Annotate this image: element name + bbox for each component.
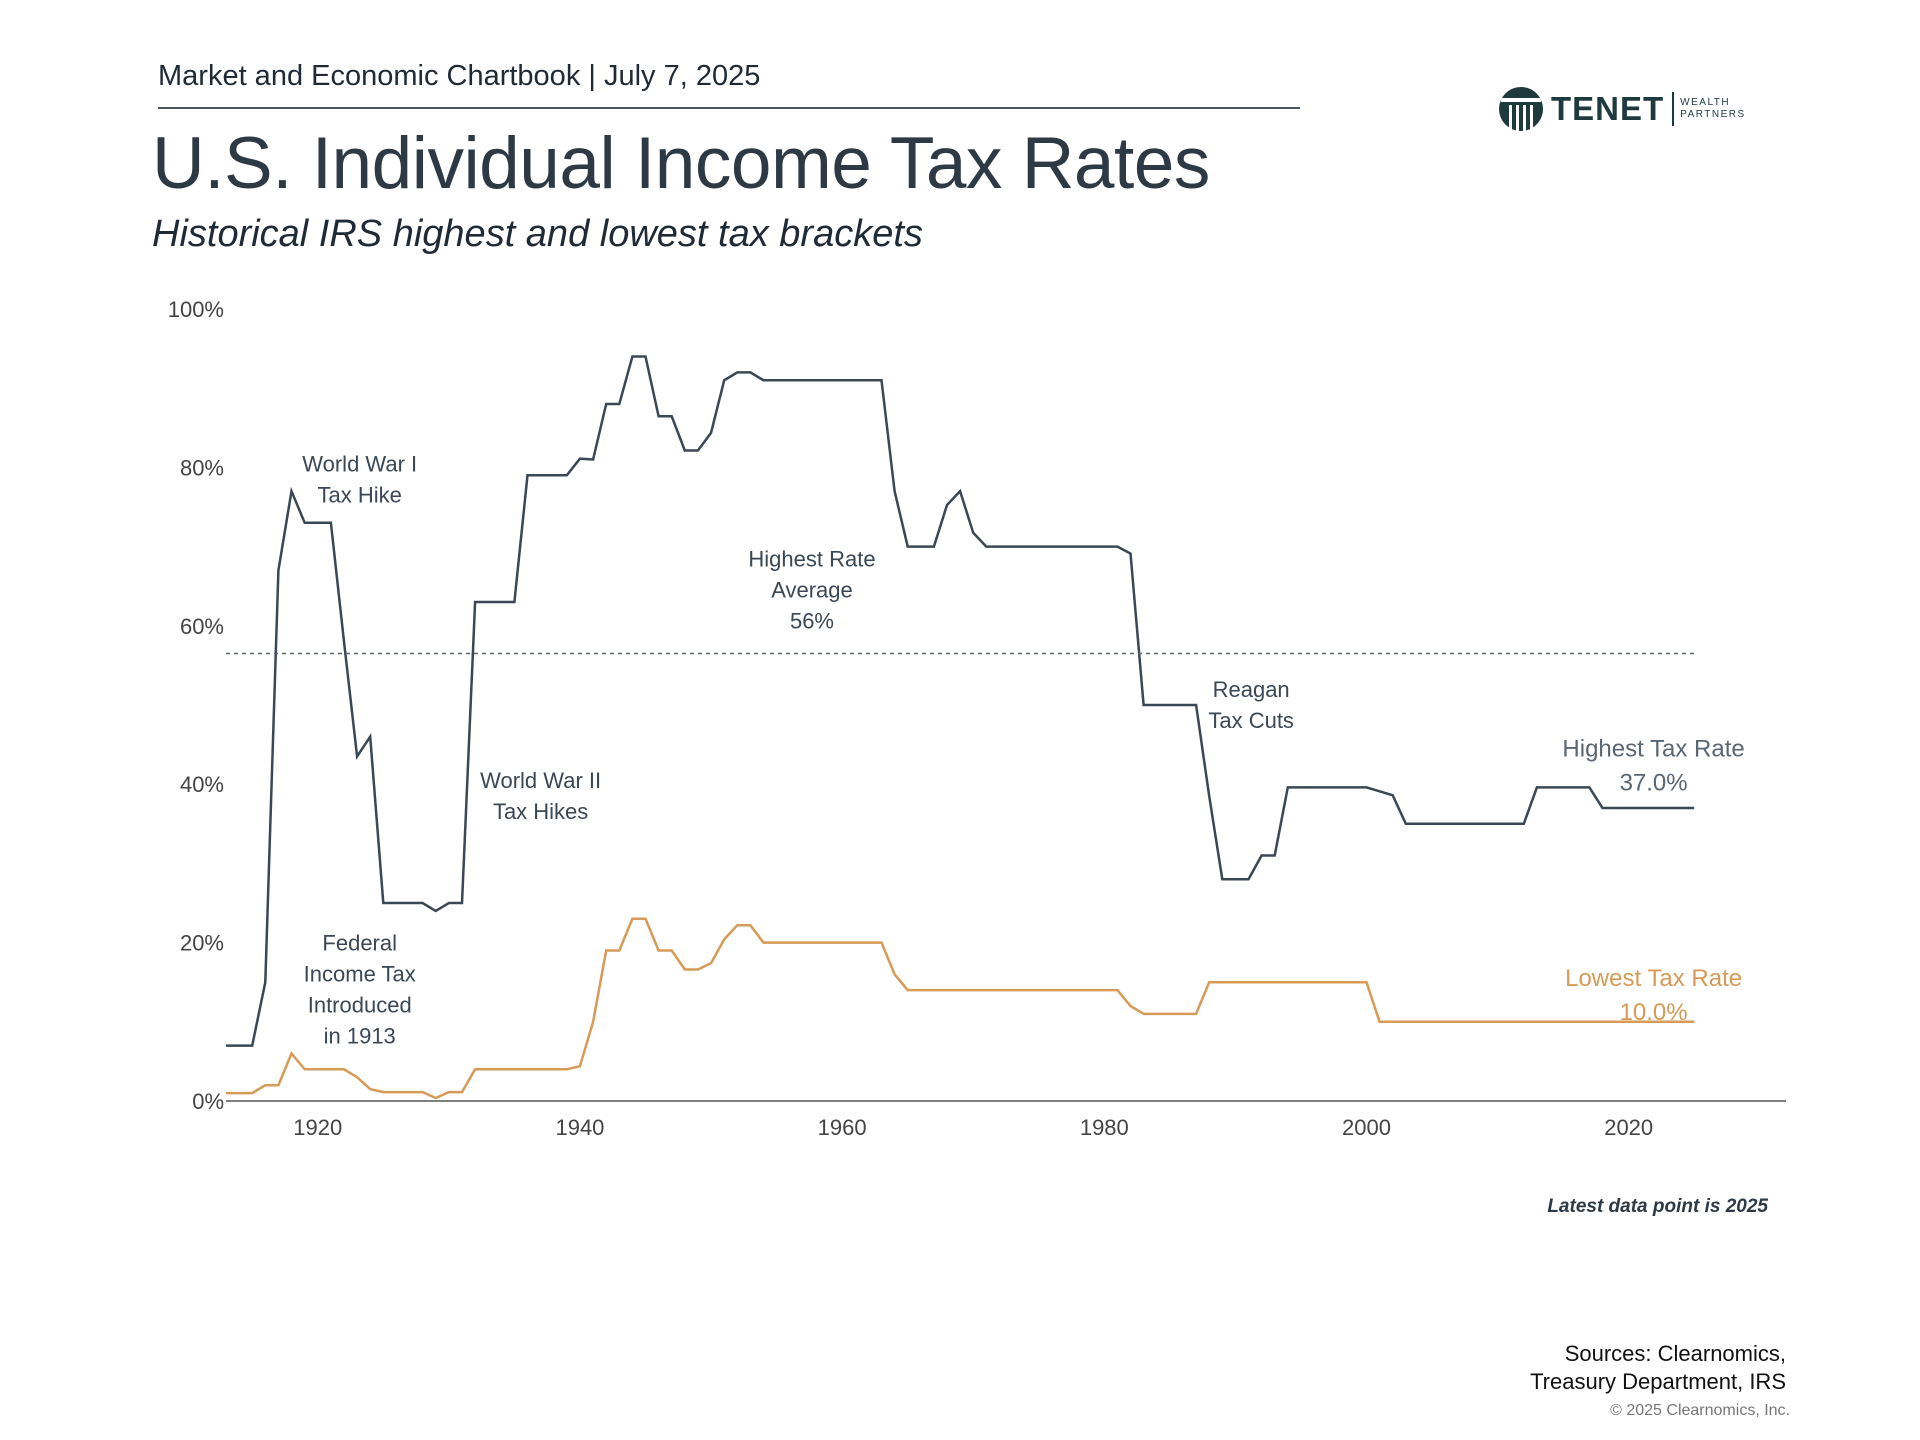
y-tick-label: 40% [180, 772, 224, 797]
annotation-line: Income Tax [304, 962, 416, 987]
x-tick-label: 2000 [1342, 1115, 1391, 1140]
annotation-line: Lowest Tax Rate [1565, 965, 1742, 992]
annotation-line: 56% [790, 608, 834, 633]
logo-sub-line-2: PARTNERS [1680, 109, 1746, 120]
annotation-ww1: World War I Tax Hike [302, 451, 417, 507]
page-subtitle: Historical IRS highest and lowest tax br… [152, 213, 923, 255]
annotation-line: 37.0% [1620, 769, 1688, 796]
annotation-line: Federal [322, 931, 397, 956]
x-tick-label: 1960 [818, 1115, 867, 1140]
page-title: U.S. Individual Income Tax Rates [152, 123, 1210, 204]
logo-divider [1672, 92, 1675, 126]
chartbook-header: Market and Economic Chartbook | July 7, … [158, 60, 761, 92]
annotation-avg: Highest Rate Average 56% [748, 546, 875, 633]
tenet-logo: TENET WEALTH PARTNERS [1497, 84, 1767, 134]
logo-wordmark: TENET [1551, 90, 1665, 127]
logo-subtext: WEALTH PARTNERS [1680, 97, 1746, 121]
annotation-high_label: Highest Tax Rate 37.0% [1562, 735, 1744, 796]
annotation-line: World War II [480, 768, 601, 793]
x-tick-label: 2020 [1604, 1115, 1653, 1140]
tenet-logo-icon [1499, 87, 1543, 131]
sources-line-1: Sources: Clearnomics, [1564, 1341, 1786, 1366]
logo-sub-line-1: WEALTH [1680, 97, 1731, 108]
annotation-line: in 1913 [324, 1024, 396, 1049]
annotation-line: Tax Hike [318, 482, 402, 507]
annotation-line: Introduced [308, 993, 412, 1018]
x-tick-label: 1920 [293, 1115, 342, 1140]
annotation-fed: Federal Income Tax Introduced in 1913 [304, 931, 416, 1049]
sources-line-2: Treasury Department, IRS [1530, 1369, 1786, 1394]
series-line-highest-tax-rate [226, 355, 1695, 1047]
annotation-line: Tax Cuts [1208, 708, 1294, 733]
y-tick-label: 80% [180, 455, 224, 480]
x-tick-label: 1980 [1080, 1115, 1129, 1140]
latest-data-note: Latest data point is 2025 [1547, 1196, 1768, 1217]
header-divider [158, 107, 1300, 109]
annotation-line: Average [771, 577, 853, 602]
annotation-line: Reagan [1213, 677, 1290, 702]
y-tick-label: 60% [180, 614, 224, 639]
annotation-line: Highest Rate [748, 546, 875, 571]
annotation-ww2: World War II Tax Hikes [480, 768, 601, 824]
y-tick-label: 100% [168, 297, 224, 322]
sources: Sources: Clearnomics, Treasury Departmen… [1530, 1340, 1786, 1396]
annotation-line: Tax Hikes [493, 799, 588, 824]
annotation-line: World War I [302, 451, 417, 476]
copyright: © 2025 Clearnomics, Inc. [1610, 1402, 1790, 1419]
y-tick-label: 0% [192, 1089, 224, 1114]
x-tick-label: 1940 [555, 1115, 604, 1140]
annotation-line: Highest Tax Rate [1562, 735, 1744, 762]
y-tick-label: 20% [180, 931, 224, 956]
series-line-lowest-tax-rate [226, 917, 1695, 1100]
annotation-low_label: Lowest Tax Rate 10.0% [1565, 965, 1742, 1026]
annotation-reagan: Reagan Tax Cuts [1208, 677, 1294, 733]
annotation-line: 10.0% [1620, 999, 1688, 1026]
